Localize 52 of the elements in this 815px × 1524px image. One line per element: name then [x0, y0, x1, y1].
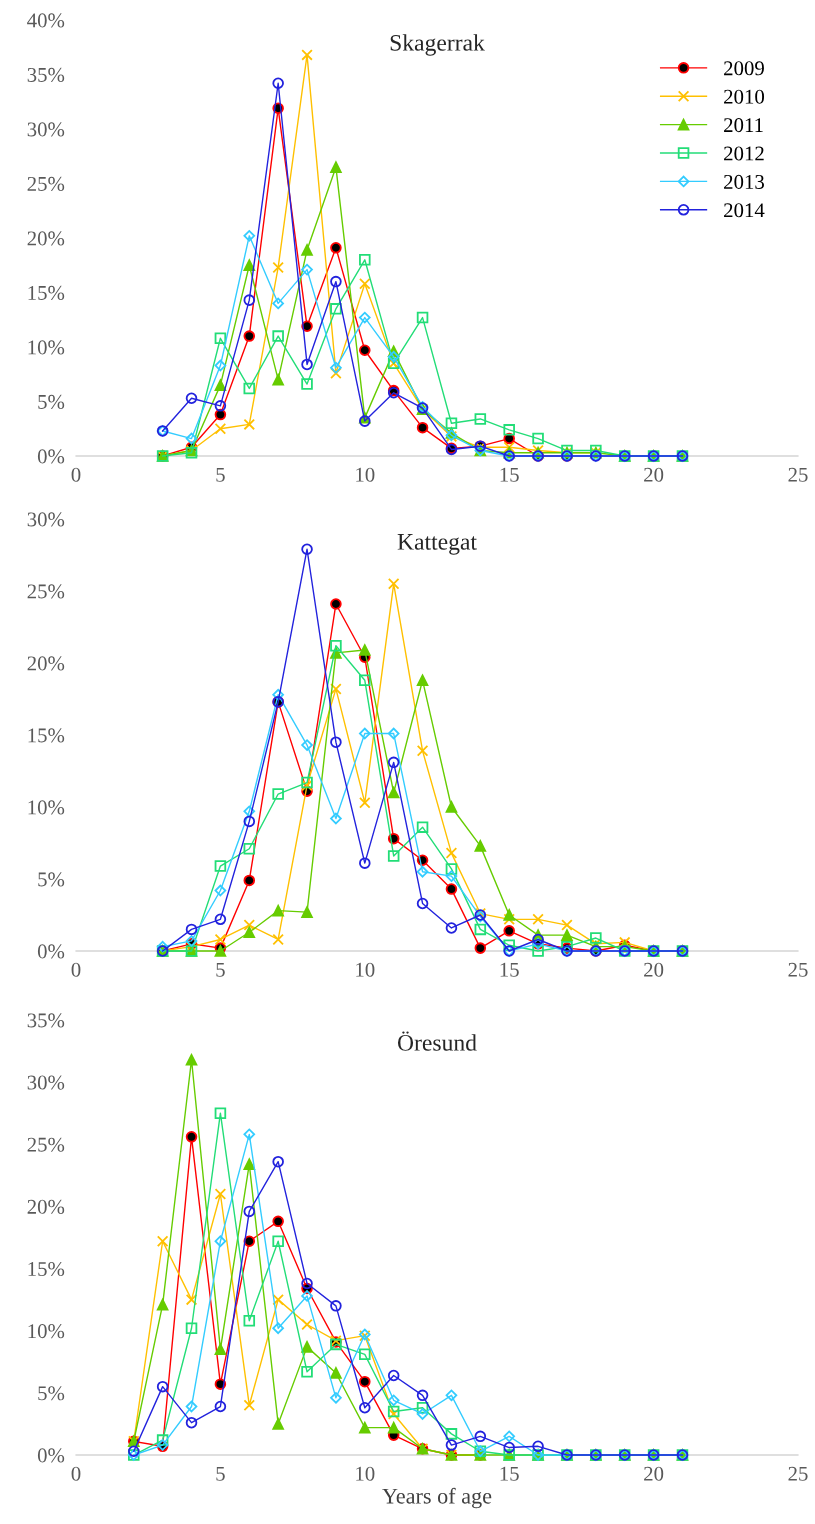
- x-tick-label: 15: [500, 962, 519, 977]
- y-tick-label: 20%: [27, 656, 65, 671]
- y-tick-label: 35%: [27, 67, 65, 82]
- y-tick-label: 15%: [28, 728, 65, 743]
- legend-label: 2013: [724, 174, 764, 189]
- y-tick-label: 10%: [28, 340, 65, 355]
- y-tick-label: 25%: [27, 584, 65, 599]
- y-tick-label: 0%: [37, 1448, 65, 1463]
- x-tick-label: 10: [356, 467, 375, 482]
- y-tick-label: 30%: [27, 1075, 65, 1090]
- y-tick-label: 20%: [27, 231, 65, 246]
- chart-title: Öresund: [397, 1031, 477, 1051]
- y-tick-label: 5%: [38, 872, 65, 887]
- y-tick-label: 25%: [27, 176, 65, 191]
- x-tick-label: 20: [644, 467, 664, 482]
- x-tick-label: 5: [216, 467, 225, 482]
- legend-label: 2012: [724, 146, 764, 161]
- x-tick-label: 10: [356, 1466, 375, 1481]
- y-tick-label: 0%: [37, 944, 65, 959]
- legend-label: 2011: [724, 118, 763, 133]
- y-tick-label: 15%: [28, 285, 65, 300]
- x-tick-label: 25: [788, 467, 808, 482]
- x-tick-label: 25: [788, 1466, 808, 1481]
- legend-label: 2009: [724, 61, 764, 76]
- x-tick-label: 15: [500, 1466, 519, 1481]
- y-tick-label: 15%: [28, 1261, 65, 1277]
- x-tick-label: 10: [356, 962, 375, 977]
- y-tick-label: 30%: [27, 122, 65, 137]
- y-tick-label: 40%: [27, 13, 65, 28]
- legend-label: 2014: [724, 203, 765, 218]
- text: Skagerrak: [390, 34, 485, 56]
- y-tick-label: 30%: [27, 512, 65, 527]
- x-tick-label: 0: [71, 1466, 81, 1481]
- y-tick-label: 25%: [27, 1137, 65, 1152]
- x-axis-title: Years of age: [382, 1487, 492, 1509]
- y-tick-label: 10%: [28, 1324, 65, 1339]
- x-tick-label: 0: [71, 962, 81, 977]
- text: Kattegat: [397, 534, 477, 555]
- x-tick-label: 0: [71, 467, 81, 482]
- x-tick-label: 25: [788, 962, 808, 977]
- x-tick-label: 20: [644, 1466, 664, 1481]
- y-tick-label: 10%: [28, 800, 65, 815]
- y-tick-label: 35%: [27, 1013, 65, 1028]
- y-tick-label: 5%: [38, 394, 65, 409]
- legend-label: 2010: [724, 89, 765, 104]
- y-tick-label: 20%: [27, 1199, 65, 1214]
- x-tick-label: 5: [216, 962, 225, 977]
- y-tick-label: 0%: [37, 449, 65, 464]
- x-tick-label: 20: [644, 962, 664, 977]
- y-tick-label: 5%: [38, 1386, 65, 1401]
- x-tick-label: 5: [216, 1466, 225, 1481]
- x-tick-label: 15: [500, 467, 519, 482]
